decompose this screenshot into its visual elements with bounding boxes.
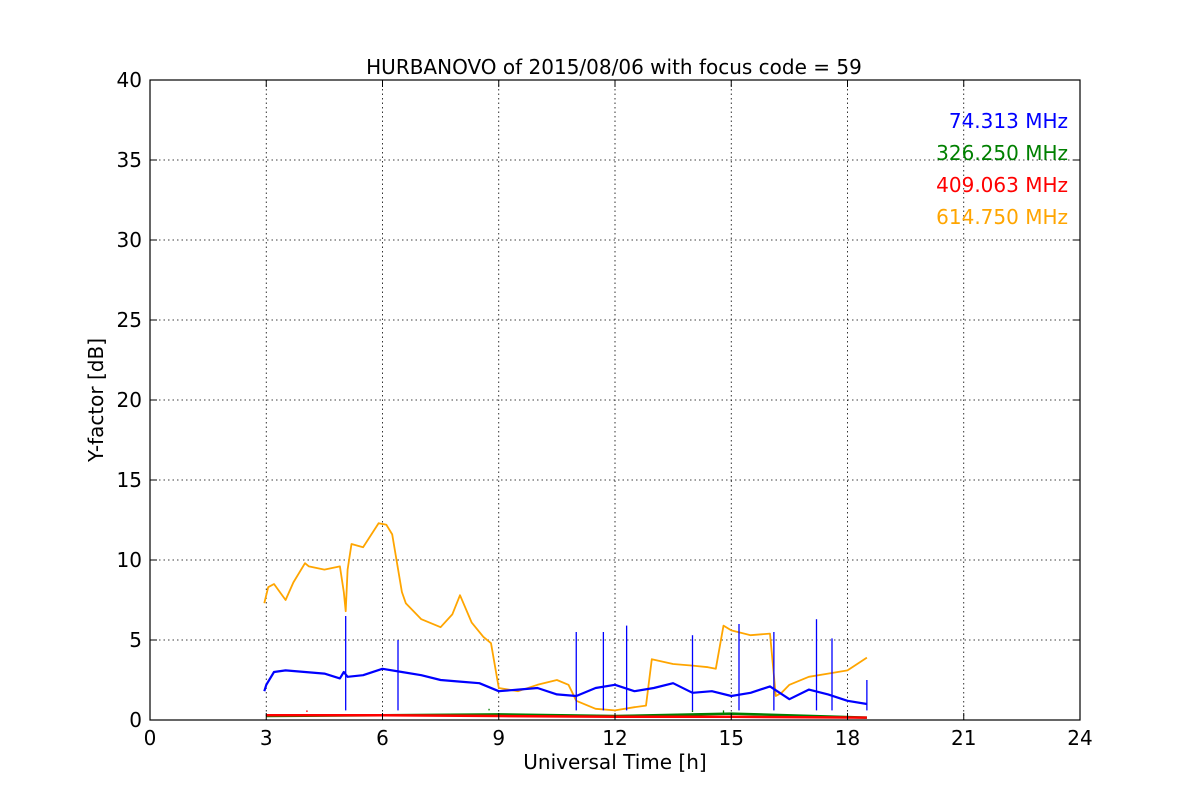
x-tick-label: 0 — [144, 726, 157, 750]
y-tick-label: 5 — [129, 628, 142, 652]
x-tick-label: 21 — [951, 726, 976, 750]
y-tick-label: 20 — [117, 388, 142, 412]
y-tick-label: 30 — [117, 228, 142, 252]
x-axis-label: Universal Time [h] — [523, 750, 706, 774]
series-layer — [263, 522, 868, 719]
chart-title: HURBANOVO of 2015/08/06 with focus code … — [366, 55, 862, 79]
series-line — [263, 667, 868, 706]
x-tick-label: 6 — [376, 726, 389, 750]
x-tick-label: 18 — [835, 726, 860, 750]
x-tick-label: 15 — [719, 726, 744, 750]
y-tick-label: 35 — [117, 148, 142, 172]
legend-entry: 409.063 MHz — [936, 173, 1068, 197]
y-tick-label: 15 — [117, 468, 142, 492]
legend-entry: 74.313 MHz — [949, 109, 1068, 133]
series-3-group — [263, 522, 868, 712]
y-tick-label: 25 — [117, 308, 142, 332]
x-tick-label: 9 — [492, 726, 505, 750]
axis-ticks: 0 3 6 9 12 15 18 21 24 0 5 10 15 20 25 30 35 40 — [117, 68, 1093, 750]
x-tick-label: 3 — [260, 726, 273, 750]
x-tick-label: 24 — [1067, 726, 1092, 750]
y-tick-label: 0 — [129, 708, 142, 732]
series-0-group — [263, 616, 868, 711]
legend: 74.313 MHz 326.250 MHz 409.063 MHz 614.750 … — [936, 109, 1068, 229]
series-line — [266, 713, 867, 719]
y-tick-label: 40 — [117, 68, 142, 92]
series-2-group — [266, 710, 867, 719]
y-axis-label: Y-factor [dB] — [84, 338, 108, 463]
y-tick-label: 10 — [117, 548, 142, 572]
x-tick-label: 12 — [602, 726, 627, 750]
series-line — [263, 522, 868, 712]
legend-entry: 614.750 MHz — [936, 205, 1068, 229]
legend-entry: 326.250 MHz — [936, 141, 1068, 165]
